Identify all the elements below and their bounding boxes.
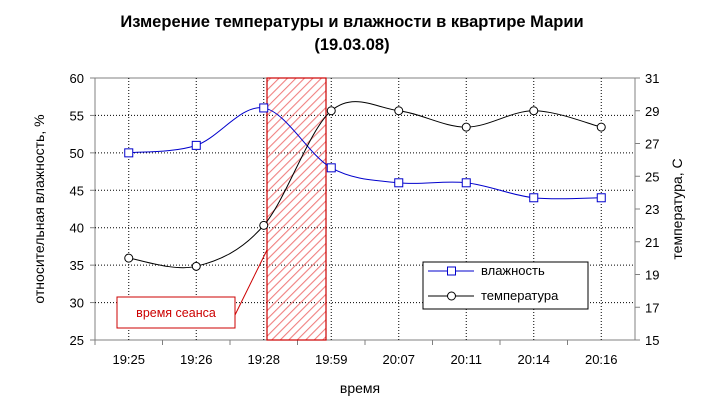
y-tick-label: 40 bbox=[70, 221, 84, 236]
x-tick-label: 20:07 bbox=[382, 352, 415, 367]
session-band bbox=[266, 77, 327, 341]
x-tick-label: 20:11 bbox=[450, 352, 482, 367]
annotation: время сеанса bbox=[116, 296, 236, 329]
y2-tick-label: 23 bbox=[645, 202, 659, 217]
data-point-humidity bbox=[596, 193, 606, 203]
x-tick-label: 19:26 bbox=[180, 352, 213, 367]
tick-labels: 25 30 35 40 45 50 55 60 15 17 19 21 23 25 27 29 31 19:25 1… bbox=[70, 71, 660, 367]
y2-tick-label: 21 bbox=[645, 235, 659, 250]
legend-label-temperature: температура bbox=[481, 288, 559, 303]
y2-tick-label: 29 bbox=[645, 104, 659, 119]
data-point-humidity bbox=[124, 148, 134, 158]
y-tick-label: 60 bbox=[70, 71, 84, 86]
annotation-box bbox=[116, 296, 236, 329]
x-tick-label: 19:28 bbox=[247, 352, 280, 367]
chart-title: Измерение температуры и влажности в квар… bbox=[120, 13, 583, 31]
data-point-temperature bbox=[259, 220, 269, 230]
y-tick-label: 45 bbox=[70, 183, 84, 198]
y-tick-label: 55 bbox=[70, 108, 84, 123]
legend: влажность температура bbox=[422, 261, 589, 310]
series-layer bbox=[124, 101, 606, 271]
y-tick-label: 25 bbox=[70, 333, 84, 348]
x-tick-label: 20:16 bbox=[585, 352, 618, 367]
x-tick-label: 20:14 bbox=[517, 352, 550, 367]
data-point-temperature bbox=[326, 106, 336, 116]
legend-label-humidity: влажность bbox=[481, 263, 545, 278]
legend-marker-humidity bbox=[447, 266, 456, 276]
y-tick-label: 30 bbox=[70, 296, 84, 311]
data-point-temperature bbox=[461, 122, 471, 132]
data-point-humidity bbox=[326, 163, 336, 173]
legend-marker-temperature bbox=[447, 291, 456, 301]
data-point-temperature bbox=[394, 106, 404, 116]
y-tick-label: 35 bbox=[70, 258, 84, 273]
y2-tick-label: 15 bbox=[645, 333, 659, 348]
data-point-humidity bbox=[394, 178, 404, 188]
y-tick-label: 50 bbox=[70, 146, 84, 161]
y2-tick-label: 25 bbox=[645, 169, 659, 184]
y2-axis-label: температура, С bbox=[669, 158, 685, 259]
data-point-humidity bbox=[191, 140, 201, 150]
data-point-temperature bbox=[191, 261, 201, 271]
y-axis-label: относительная влажность, % bbox=[31, 114, 47, 303]
y2-tick-label: 19 bbox=[645, 268, 659, 283]
y2-tick-label: 31 bbox=[645, 71, 659, 86]
annotation-leader bbox=[234, 249, 268, 316]
series-line-humidity bbox=[128, 107, 602, 200]
data-point-humidity bbox=[461, 178, 471, 188]
series-line-temperature bbox=[128, 101, 602, 269]
y2-tick-label: 27 bbox=[645, 137, 659, 152]
chart-subtitle: (19.03.08) bbox=[314, 36, 389, 54]
y2-tick-label: 17 bbox=[645, 300, 659, 315]
data-point-humidity bbox=[529, 193, 539, 203]
x-tick-label: 19:25 bbox=[112, 352, 145, 367]
x-axis-label: время bbox=[340, 380, 380, 396]
x-tick-label: 19:59 bbox=[315, 352, 348, 367]
data-point-temperature bbox=[124, 253, 134, 263]
data-point-temperature bbox=[529, 106, 539, 116]
data-point-temperature bbox=[596, 122, 606, 132]
annotation-label: время сеанса bbox=[136, 306, 216, 320]
data-point-humidity bbox=[259, 103, 269, 113]
